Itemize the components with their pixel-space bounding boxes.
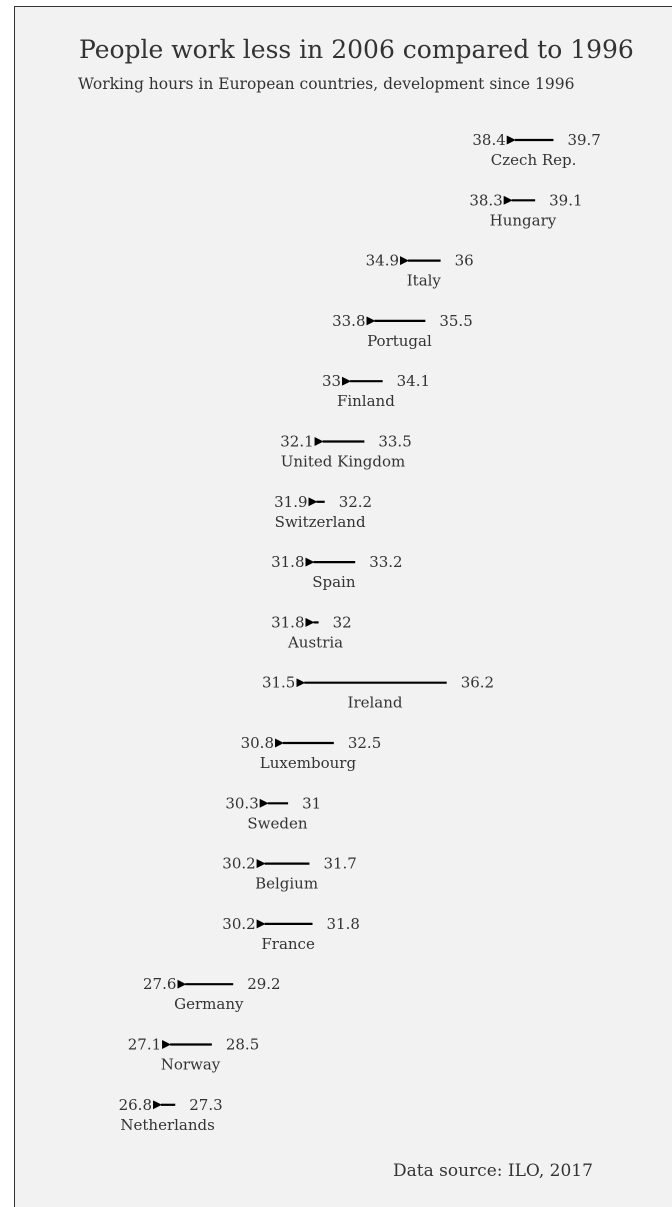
start-value-label: 33.5 xyxy=(378,433,411,451)
country-label: Portugal xyxy=(367,332,432,350)
end-value-label: 26.8 xyxy=(119,1096,152,1114)
row-france: 30.2 31.8 France xyxy=(222,915,360,953)
country-label: Luxembourg xyxy=(260,754,357,772)
end-value-label: 31.5 xyxy=(262,674,295,692)
start-value-label: 31 xyxy=(302,794,321,812)
end-value-label: 30.2 xyxy=(222,915,255,933)
chart-title: People work less in 2006 compared to 199… xyxy=(79,35,634,64)
row-united-kingdom: 32.1 33.5 United Kingdom xyxy=(280,433,412,471)
start-value-label: 33.2 xyxy=(369,553,402,571)
end-value-label: 32.1 xyxy=(280,433,313,451)
end-value-label: 38.3 xyxy=(469,191,502,209)
country-label: Belgium xyxy=(255,875,318,893)
country-label: Ireland xyxy=(348,694,403,712)
row-italy: 34.9 36 Italy xyxy=(366,252,474,290)
row-austria: 31.8 32 Austria xyxy=(271,613,352,651)
country-label: Sweden xyxy=(247,814,307,832)
country-label: Austria xyxy=(287,633,343,651)
start-value-label: 32.2 xyxy=(339,493,372,511)
country-label: Netherlands xyxy=(120,1116,214,1134)
end-value-label: 33 xyxy=(322,372,341,390)
end-value-label: 27.1 xyxy=(128,1036,161,1054)
end-value-label: 31.8 xyxy=(271,553,304,571)
data-source: Data source: ILO, 2017 xyxy=(393,1161,593,1181)
row-norway: 27.1 28.5 Norway xyxy=(128,1036,260,1074)
start-value-label: 27.3 xyxy=(189,1096,222,1114)
end-value-label: 30.3 xyxy=(225,794,258,812)
end-value-label: 30.2 xyxy=(222,855,255,873)
start-value-label: 31.7 xyxy=(323,855,356,873)
start-value-label: 32 xyxy=(333,613,352,631)
start-value-label: 39.1 xyxy=(549,191,582,209)
country-label: Czech Rep. xyxy=(491,151,577,169)
start-value-label: 36 xyxy=(455,252,474,270)
country-label: Germany xyxy=(174,995,244,1013)
chart-subtitle: Working hours in European countries, dev… xyxy=(78,75,575,93)
row-switzerland: 31.9 32.2 Switzerland xyxy=(274,493,372,531)
row-ireland: 31.5 36.2 Ireland xyxy=(262,674,494,712)
country-label: Italy xyxy=(407,272,442,290)
start-value-label: 36.2 xyxy=(461,674,494,692)
end-value-label: 33.8 xyxy=(332,312,365,330)
row-luxembourg: 30.8 32.5 Luxembourg xyxy=(241,734,382,772)
start-value-label: 28.5 xyxy=(226,1036,259,1054)
row-spain: 31.8 33.2 Spain xyxy=(271,553,403,591)
row-hungary: 38.3 39.1 Hungary xyxy=(469,191,582,229)
start-value-label: 35.5 xyxy=(439,312,472,330)
country-label: Spain xyxy=(312,573,356,591)
country-label: Norway xyxy=(161,1056,221,1074)
start-value-label: 29.2 xyxy=(247,975,280,993)
country-label: Finland xyxy=(337,392,395,410)
row-netherlands: 26.8 27.3 Netherlands xyxy=(119,1096,223,1134)
end-value-label: 31.9 xyxy=(274,493,307,511)
arrow-chart: 38.4 39.7 Czech Rep. 38.3 39.1 Hungary 34.9 36 I… xyxy=(119,131,601,1134)
start-value-label: 31.8 xyxy=(327,915,360,933)
row-belgium: 30.2 31.7 Belgium xyxy=(222,855,357,893)
row-portugal: 33.8 35.5 Portugal xyxy=(332,312,473,350)
end-value-label: 34.9 xyxy=(366,252,399,270)
end-value-label: 27.6 xyxy=(143,975,176,993)
end-value-label: 31.8 xyxy=(271,613,304,631)
start-value-label: 32.5 xyxy=(348,734,381,752)
row-sweden: 30.3 31 Sweden xyxy=(225,794,321,832)
end-value-label: 30.8 xyxy=(241,734,274,752)
chart-figure: People work less in 2006 compared to 199… xyxy=(14,6,672,1207)
end-value-label: 38.4 xyxy=(472,131,505,149)
country-label: Hungary xyxy=(490,211,557,229)
country-label: France xyxy=(261,935,315,953)
country-label: United Kingdom xyxy=(281,453,406,471)
row-czech-rep-: 38.4 39.7 Czech Rep. xyxy=(472,131,600,169)
start-value-label: 39.7 xyxy=(567,131,600,149)
country-label: Switzerland xyxy=(275,513,366,531)
start-value-label: 34.1 xyxy=(397,372,430,390)
